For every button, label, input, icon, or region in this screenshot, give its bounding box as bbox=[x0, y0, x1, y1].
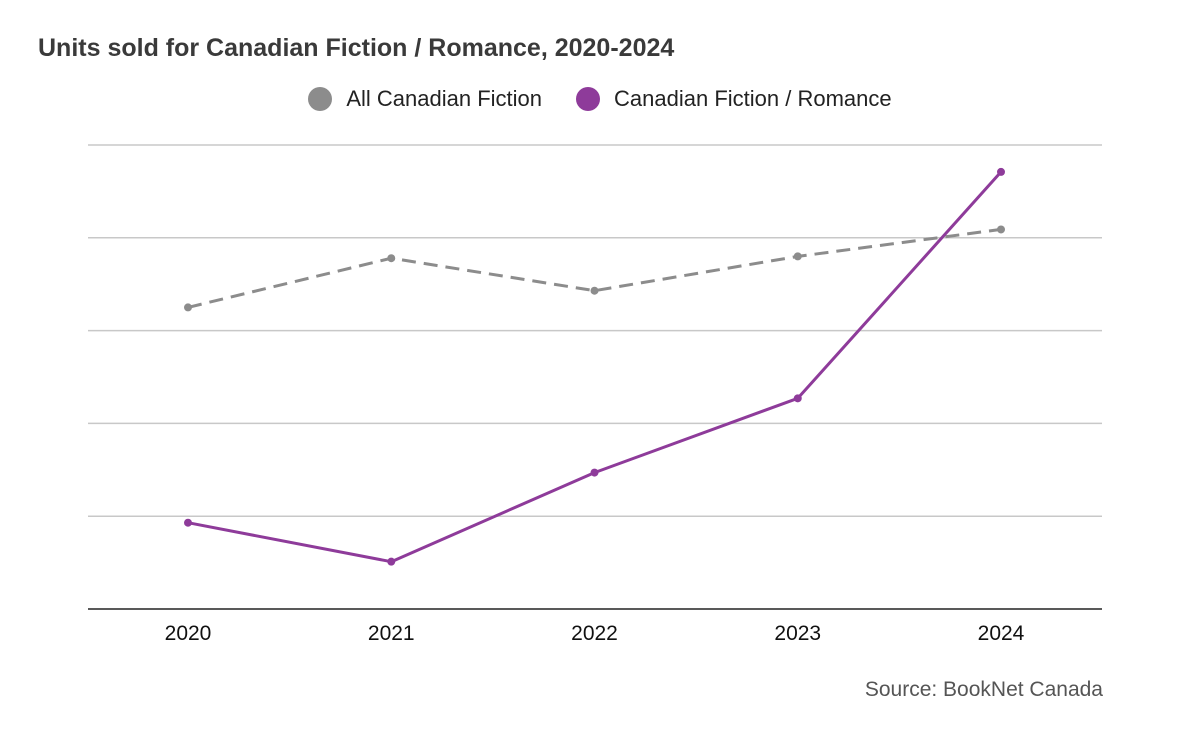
legend-swatch-all-canadian-fiction bbox=[308, 87, 333, 111]
chart-title: Units sold for Canadian Fiction / Romanc… bbox=[38, 34, 675, 62]
legend-swatch-canadian-fiction-romance bbox=[576, 87, 601, 111]
x-tick-label: 2020 bbox=[165, 622, 212, 645]
series-line-1 bbox=[187, 170, 1003, 564]
legend-label-canadian-fiction-romance: Canadian Fiction / Romance bbox=[614, 86, 892, 111]
legend: All Canadian Fiction Canadian Fiction / … bbox=[0, 86, 1200, 112]
legend-item-all-canadian-fiction[interactable]: All Canadian Fiction bbox=[308, 86, 542, 112]
data-point-series-0 bbox=[184, 303, 192, 312]
x-tick-label: 2021 bbox=[368, 622, 415, 645]
data-point-series-1 bbox=[793, 394, 802, 403]
data-point-series-1 bbox=[590, 468, 599, 477]
data-point-series-0 bbox=[997, 225, 1005, 234]
data-point-series-0 bbox=[590, 286, 599, 295]
x-tick-label: 2022 bbox=[571, 622, 618, 645]
data-point-series-1 bbox=[184, 518, 192, 527]
x-tick-label: 2024 bbox=[978, 622, 1025, 645]
legend-label-all-canadian-fiction: All Canadian Fiction bbox=[346, 86, 543, 111]
legend-item-canadian-fiction-romance[interactable]: Canadian Fiction / Romance bbox=[576, 86, 892, 112]
source-note: Source: BookNet Canada bbox=[864, 678, 1103, 701]
data-point-series-0 bbox=[387, 254, 396, 263]
x-tick-label: 2023 bbox=[774, 622, 821, 645]
series-line-0 bbox=[187, 227, 1002, 309]
data-point-series-1 bbox=[997, 167, 1005, 176]
data-point-series-0 bbox=[793, 252, 802, 261]
data-point-series-1 bbox=[387, 557, 396, 566]
